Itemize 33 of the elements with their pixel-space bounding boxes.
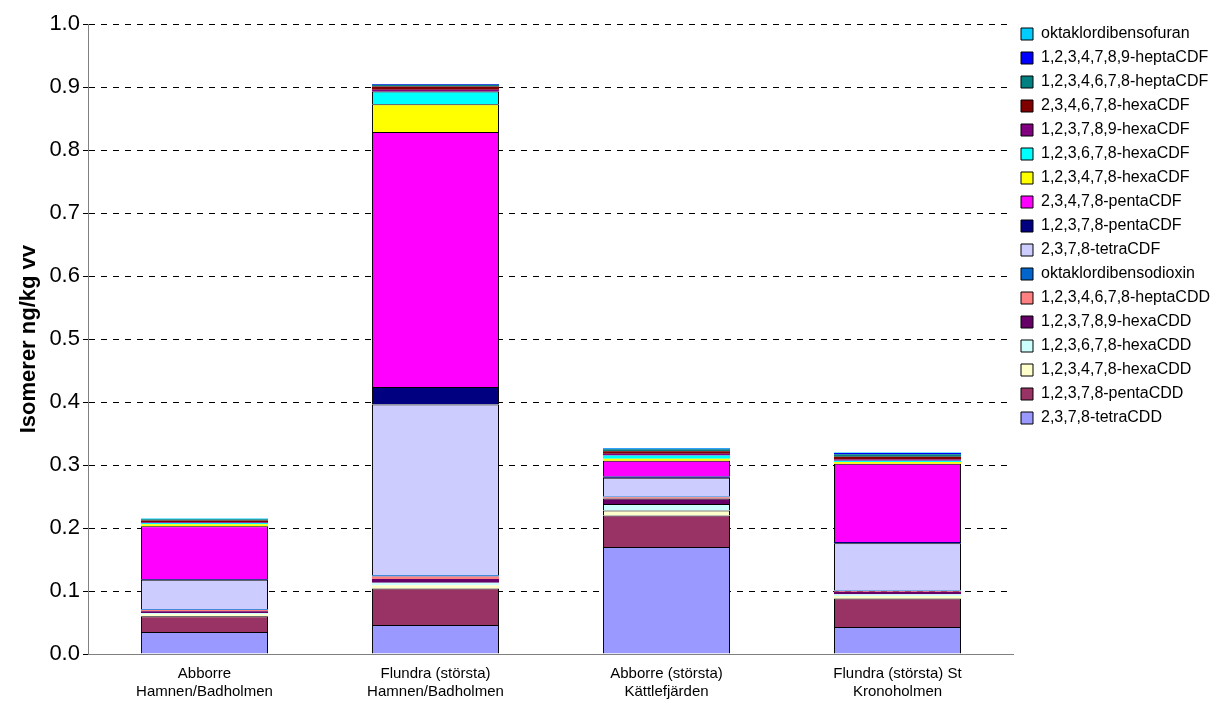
legend-label: 2,3,7,8-tetraCDF	[1041, 240, 1161, 258]
y-tick-label: 0.4	[49, 388, 80, 414]
legend-label: 2,3,7,8-tetraCDD	[1041, 408, 1162, 426]
legend-label: 2,3,4,7,8-pentaCDF	[1041, 192, 1182, 210]
x-tick-label: Abborre (största) Kättlefjärden	[610, 664, 723, 700]
y-tick-label: 0.5	[49, 325, 80, 351]
legend-label: 1,2,3,7,8,9-hexaCDD	[1041, 312, 1192, 330]
y-tick-label: 0.0	[49, 640, 80, 666]
legend-label: 1,2,3,6,7,8-hexaCDD	[1041, 336, 1192, 354]
legend-label: 1,2,3,4,7,8-hexaCDD	[1041, 360, 1192, 378]
legend-label: oktaklordibensofuran	[1041, 24, 1190, 42]
y-tick-label: 0.9	[49, 73, 80, 99]
legend-label: 1,2,3,4,7,8,9-heptaCDF	[1041, 48, 1209, 66]
y-axis-title: Isomerer ng/kg vv	[15, 244, 41, 434]
y-tick-label: 1.0	[49, 10, 80, 36]
legend-label: 1,2,3,7,8,9-hexaCDF	[1041, 120, 1190, 138]
y-tick-label: 0.6	[49, 262, 80, 288]
legend-label: 1,2,3,7,8-pentaCDF	[1041, 216, 1182, 234]
y-tick-label: 0.1	[49, 577, 80, 603]
y-tick-label: 0.3	[49, 451, 80, 477]
x-tick-label: Abborre Hamnen/Badholmen	[136, 664, 273, 700]
legend-label: 1,2,3,4,7,8-hexaCDF	[1041, 168, 1190, 186]
legend-label: 2,3,4,6,7,8-hexaCDF	[1041, 96, 1190, 114]
legend-label: 1,2,3,7,8-pentaCDD	[1041, 384, 1184, 402]
x-tick-label: Flundra (största) St Kronoholmen	[833, 664, 963, 700]
y-tick-label: 0.8	[49, 136, 80, 162]
y-tick-label: 0.7	[49, 199, 80, 225]
legend-label: 1,2,3,6,7,8-hexaCDF	[1041, 144, 1190, 162]
legend-label: 1,2,3,4,6,7,8-heptaCDF	[1041, 72, 1209, 90]
legend-label: oktaklordibensodioxin	[1041, 264, 1195, 282]
x-tick-label: Flundra (största) Hamnen/Badholmen	[367, 664, 504, 700]
legend-label: 1,2,3,4,6,7,8-heptaCDD	[1041, 288, 1211, 306]
y-tick-label: 0.2	[49, 514, 80, 540]
